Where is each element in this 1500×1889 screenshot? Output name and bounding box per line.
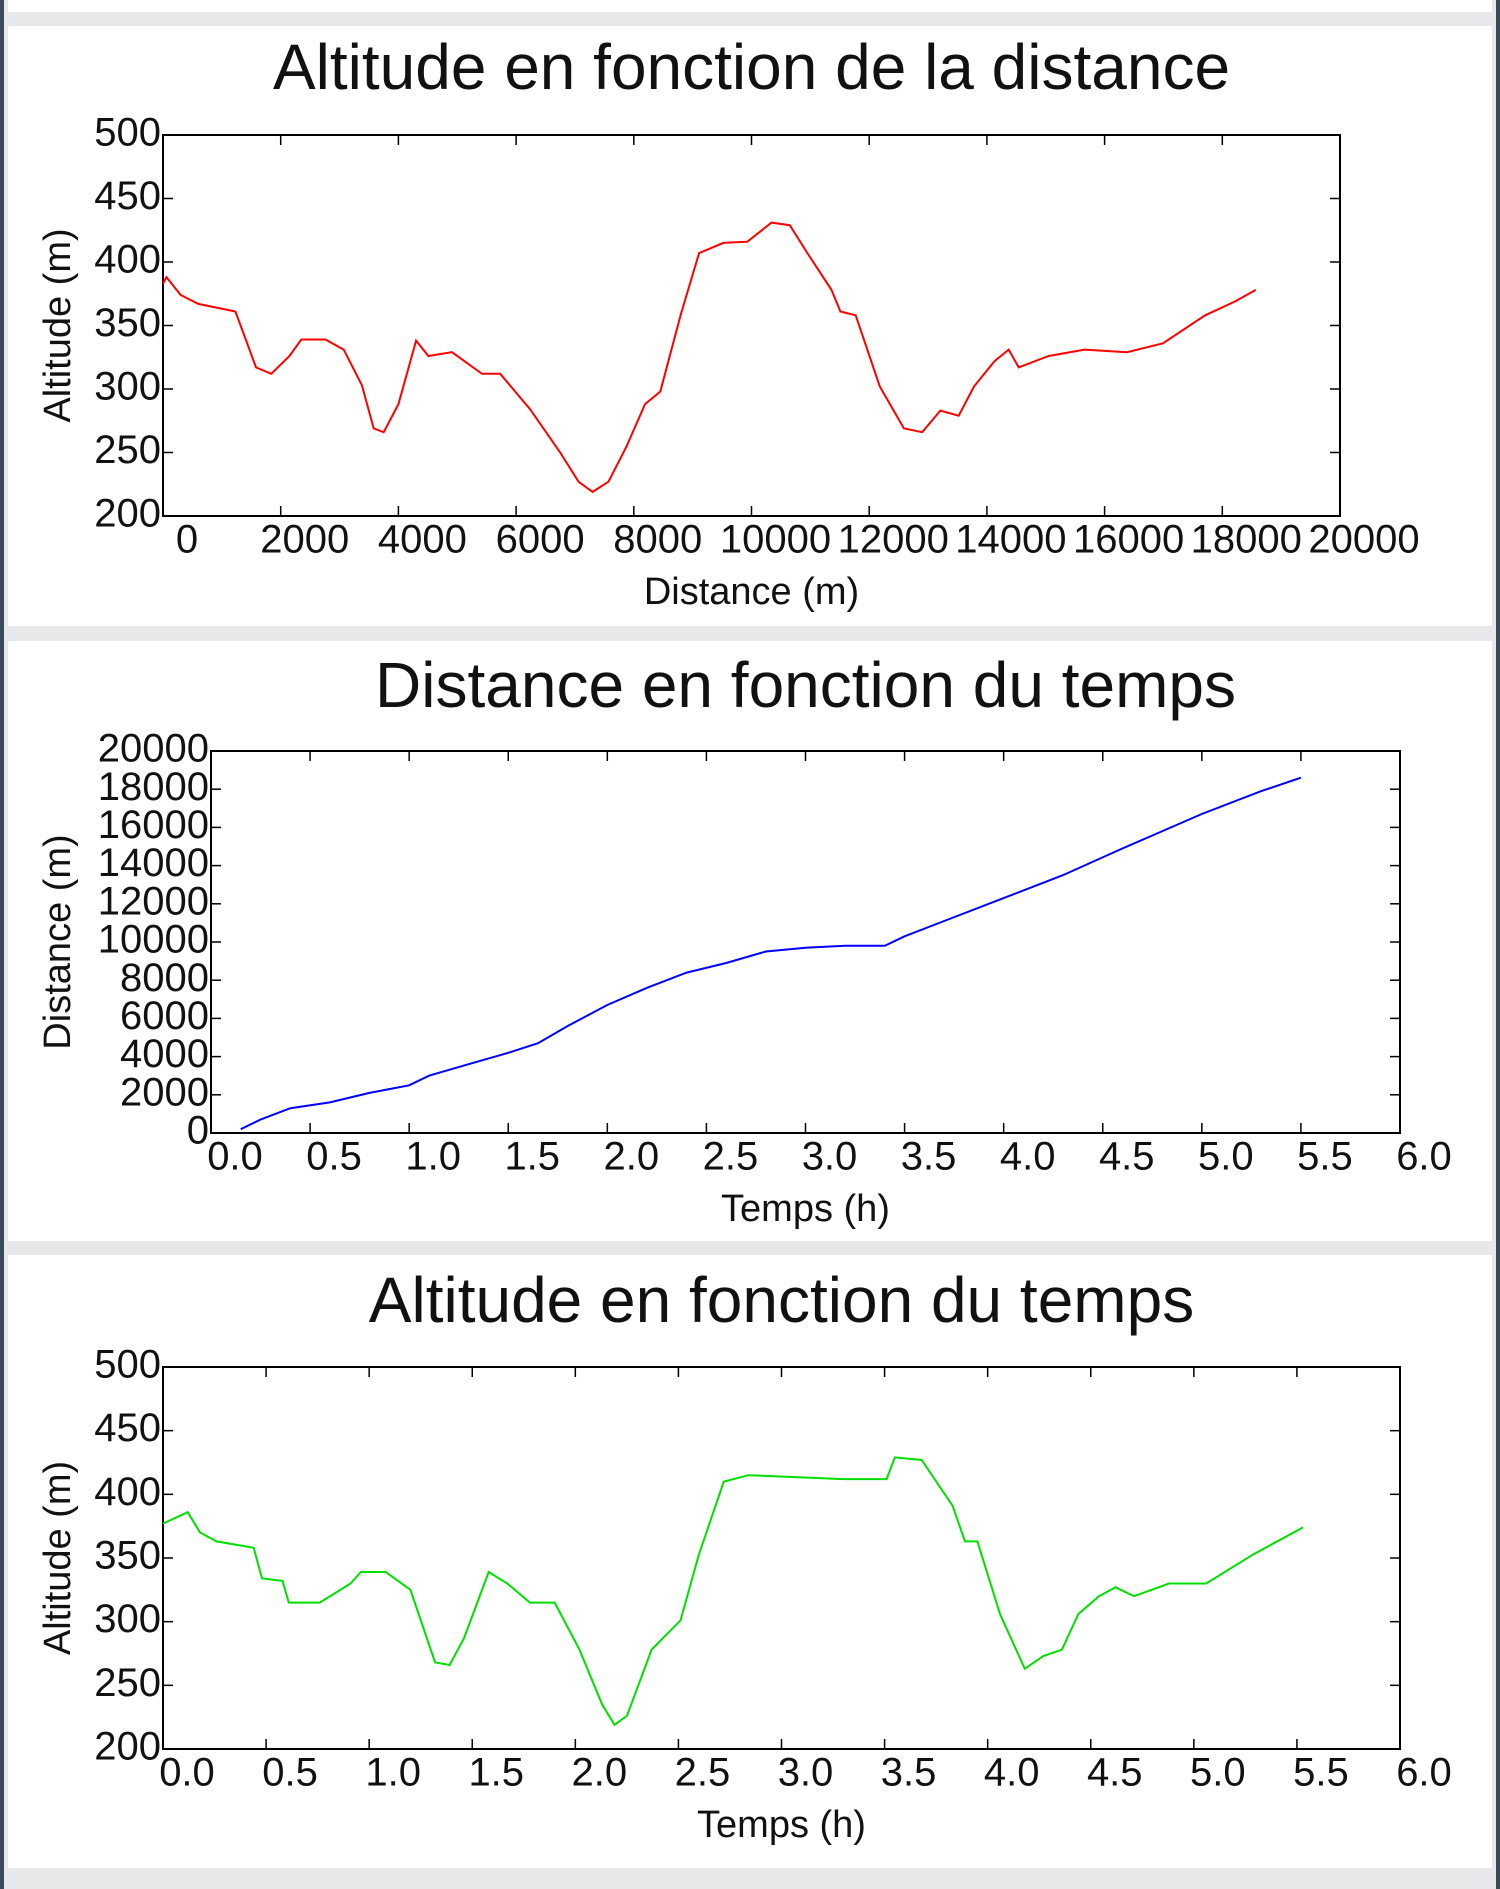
x-tick-label: 4.0	[984, 1751, 1040, 1795]
x-tick-label: 1.0	[365, 1751, 421, 1795]
x-tick-label: 4.5	[1087, 1751, 1143, 1795]
plot-frame	[162, 134, 1341, 517]
y-tick-label: 450	[94, 1406, 161, 1450]
data-line	[162, 1456, 1304, 1727]
x-tick-label: 12000	[838, 518, 949, 562]
chart-title: Distance en fonction du temps	[375, 649, 1236, 721]
x-tick-label: 10000	[720, 518, 831, 562]
chart-title: Altitude en fonction du temps	[369, 1264, 1194, 1336]
x-tick-label: 5.0	[1190, 1751, 1246, 1795]
x-tick-label: 2000	[260, 518, 349, 562]
x-tick-label: 20000	[1308, 518, 1419, 562]
x-tick-label: 2.0	[604, 1135, 660, 1179]
plot-frame	[210, 750, 1401, 1134]
chart-title: Altitude en fonction de la distance	[273, 31, 1230, 103]
x-tick-label: 16000	[1073, 518, 1184, 562]
x-tick-label: 3.0	[778, 1751, 834, 1795]
x-tick-label: 5.5	[1297, 1135, 1353, 1179]
x-tick-label: 4.5	[1099, 1135, 1155, 1179]
x-tick-label: 6.0	[1396, 1751, 1452, 1795]
y-tick-label: 450	[94, 174, 161, 218]
y-tick-label: 4000	[120, 1032, 209, 1076]
y-tick-label: 250	[94, 428, 161, 472]
x-tick-label: 3.0	[802, 1135, 858, 1179]
x-tick-label: 0.5	[262, 1751, 318, 1795]
y-tick-label: 350	[94, 301, 161, 345]
plot-frame	[162, 1366, 1401, 1750]
x-tick-label: 2.5	[703, 1135, 759, 1179]
x-tick-label: 6.0	[1396, 1135, 1452, 1179]
x-tick-label: 4.0	[1000, 1135, 1056, 1179]
x-tick-label: 2.0	[572, 1751, 628, 1795]
x-tick-label: 1.0	[405, 1135, 461, 1179]
y-tick-label: 200	[94, 492, 161, 536]
y-axis-label: Distance (m)	[37, 834, 79, 1049]
y-tick-label: 12000	[98, 879, 209, 923]
y-axis-label: Altitude (m)	[37, 228, 79, 422]
x-tick-label: 18000	[1191, 518, 1302, 562]
x-tick-label: 14000	[955, 518, 1066, 562]
y-tick-label: 2000	[120, 1070, 209, 1114]
x-axis-label: Distance (m)	[644, 571, 859, 613]
y-axis-label: Altitude (m)	[37, 1461, 79, 1655]
y-tick-label: 500	[94, 1343, 161, 1387]
x-tick-label: 1.5	[504, 1135, 560, 1179]
x-axis-label: Temps (h)	[697, 1804, 866, 1846]
x-tick-label: 0.5	[306, 1135, 362, 1179]
y-tick-label: 300	[94, 365, 161, 409]
x-tick-label: 4000	[378, 518, 467, 562]
x-tick-label: 0.0	[207, 1135, 263, 1179]
x-tick-label: 6000	[496, 518, 585, 562]
x-axis-label: Temps (h)	[721, 1188, 890, 1230]
y-tick-label: 18000	[98, 765, 209, 809]
left-border	[0, 0, 4, 1889]
x-tick-label: 3.5	[881, 1751, 937, 1795]
x-tick-label: 8000	[613, 518, 702, 562]
data-line	[240, 776, 1302, 1131]
x-tick-label: 5.5	[1293, 1751, 1349, 1795]
y-tick-label: 6000	[120, 994, 209, 1038]
data-line	[162, 221, 1257, 494]
x-tick-label: 0.0	[159, 1751, 215, 1795]
top-strip	[8, 0, 1492, 12]
y-tick-label: 350	[94, 1534, 161, 1578]
y-tick-label: 14000	[98, 841, 209, 885]
y-tick-label: 400	[94, 238, 161, 282]
x-tick-label: 1.5	[468, 1751, 524, 1795]
y-tick-label: 16000	[98, 803, 209, 847]
y-tick-label: 20000	[98, 727, 209, 771]
y-tick-label: 250	[94, 1661, 161, 1705]
x-tick-label: 0	[176, 518, 198, 562]
y-tick-label: 0	[187, 1109, 209, 1153]
y-tick-label: 8000	[120, 956, 209, 1000]
right-border	[1496, 0, 1500, 1889]
x-tick-label: 3.5	[901, 1135, 957, 1179]
x-tick-label: 5.0	[1198, 1135, 1254, 1179]
x-tick-label: 2.5	[675, 1751, 731, 1795]
y-tick-label: 300	[94, 1597, 161, 1641]
y-tick-label: 200	[94, 1725, 161, 1769]
y-tick-label: 10000	[98, 918, 209, 962]
y-tick-label: 500	[94, 111, 161, 155]
y-tick-label: 400	[94, 1470, 161, 1514]
